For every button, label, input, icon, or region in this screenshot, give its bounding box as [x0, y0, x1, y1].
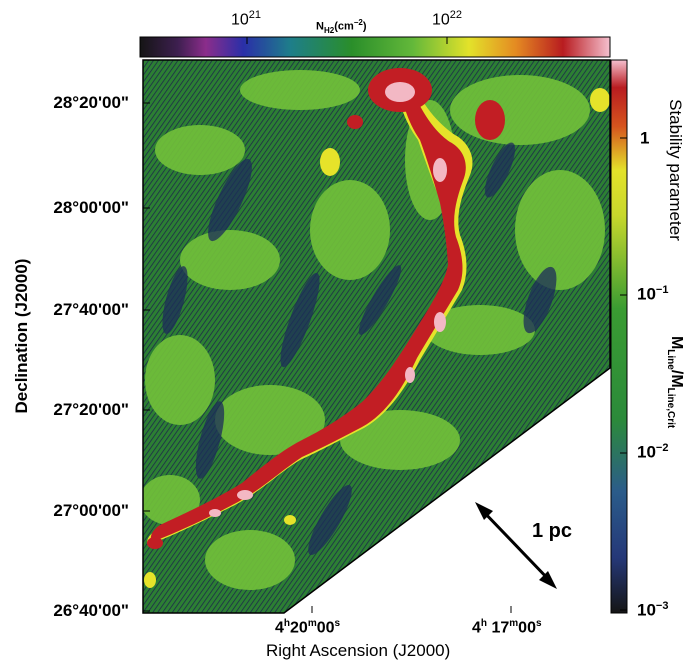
ra-tick-label: 4h20m00s: [275, 618, 341, 637]
ra-axis-label: Right Ascension (J2000): [266, 641, 451, 660]
dec-tick-label: 28°00'00": [53, 198, 129, 217]
right-colorbar-ticks: [620, 137, 627, 611]
filament-core: [150, 70, 466, 542]
top-colorbar-title: NH2(cm−2): [316, 18, 367, 35]
map-border: [142, 59, 611, 614]
stability-tick-label: 10−3: [637, 600, 669, 620]
scale-bar-arrow: [475, 502, 557, 589]
top-colorbar-tick-1: 1021: [231, 9, 262, 29]
right-colorbar-gradient: [610, 59, 628, 614]
stability-tick-label: 10−1: [637, 284, 669, 304]
ra-tick-label: 4h 17m00s: [472, 618, 542, 637]
bottom-axis-ticks: [311, 606, 512, 613]
stability-tick-label: 1: [640, 128, 650, 148]
dec-tick-label: 27°20'00": [53, 400, 129, 419]
scale-bar-label: 1 pc: [532, 520, 573, 542]
dec-tick-label: 28°20'00": [53, 93, 129, 112]
dec-tick-label: 26°40'00": [53, 601, 129, 620]
dec-tick-label: 27°40'00": [53, 300, 129, 319]
dec-axis-label: Declination (J2000): [12, 258, 31, 414]
top-colorbar-ticks: [246, 37, 448, 44]
stability-tick-label: 10−2: [637, 442, 669, 462]
top-colorbar-tick-2: 1022: [432, 9, 463, 29]
dec-tick-label: 27°00'00": [53, 501, 129, 520]
stability-ratio-label: MLine/MLine,Crit: [664, 335, 686, 429]
top-colorbar-gradient: [139, 36, 611, 58]
left-axis-ticks: [143, 102, 150, 612]
stability-parameter-title: Stability parameter: [666, 99, 685, 241]
